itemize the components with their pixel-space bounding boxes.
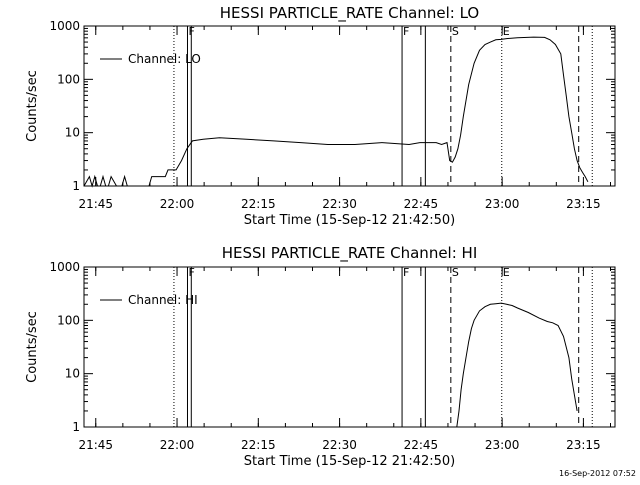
x-tick-label: 22:30 [322,438,357,452]
y-tick-label: 10 [65,367,80,381]
plot-frame [83,25,616,187]
x-tick-label: 23:15 [566,438,601,452]
y-tick-label: 1 [72,179,80,193]
x-tick-label: 22:45 [404,197,439,211]
x-tick-label: 22:45 [404,438,439,452]
event-marker-label: F [403,266,409,279]
series-line [83,36,589,188]
footer-timestamp: 16-Sep-2012 07:52 [559,469,636,478]
y-tick-label: 100 [57,72,80,86]
event-marker-label: E [503,25,510,38]
legend-label: Channel: HI [128,293,198,307]
legend-label: Channel: LO [128,52,201,66]
x-tick-label: 23:15 [566,197,601,211]
x-tick-label: 22:00 [160,438,195,452]
x-tick-label: 22:30 [322,197,357,211]
x-tick-label: 22:15 [241,197,276,211]
y-axis-label: Counts/sec [25,70,40,142]
panel-channel-lo: HESSI PARTICLE_RATE Channel: LO 1 10 100 100… [25,4,616,228]
x-tick-label: 22:00 [160,197,195,211]
series-line [456,302,578,428]
chart-title: HESSI PARTICLE_RATE Channel: HI [222,244,478,263]
x-tick-label: 23:00 [485,438,520,452]
event-marker-label: F [403,25,409,38]
event-marker-label: S [452,25,459,38]
x-axis-label: Start Time (15-Sep-12 21:42:50) [244,213,455,228]
chart-title: HESSI PARTICLE_RATE Channel: LO [220,4,479,23]
x-tick-label: 21:45 [78,197,113,211]
x-tick-label: 21:45 [78,438,113,452]
y-axis-label: Counts/sec [25,311,40,383]
y-tick-label: 1 [72,420,80,434]
y-tick-label: 100 [57,313,80,327]
y-tick-label: 10 [65,126,80,140]
y-tick-label: 1000 [49,260,80,274]
panel-channel-hi: HESSI PARTICLE_RATE Channel: HI 1 10 100 100… [25,244,616,469]
x-tick-label: 22:15 [241,438,276,452]
y-tick-label: 1000 [49,19,80,33]
event-marker-label: E [503,266,510,279]
x-axis-label: Start Time (15-Sep-12 21:42:50) [244,454,455,469]
event-marker-label: S [452,266,459,279]
x-tick-label: 23:00 [485,197,520,211]
plot-frame [83,266,616,428]
